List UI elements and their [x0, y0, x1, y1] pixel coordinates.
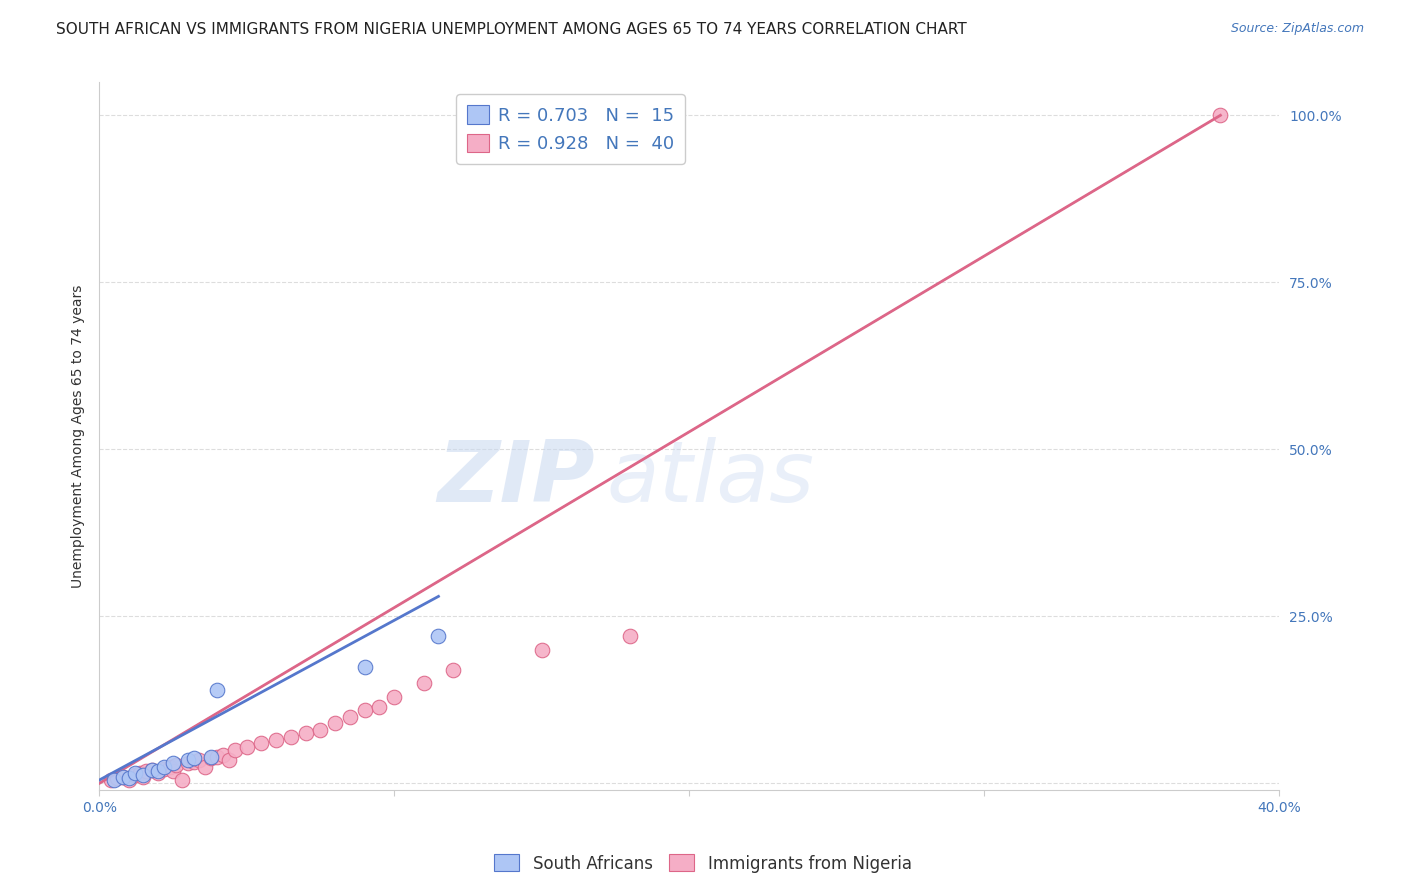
Point	[205, 682, 228, 697]
Point	[200, 749, 222, 764]
Point	[111, 770, 134, 784]
Text: atlas: atlas	[606, 437, 814, 520]
Legend: R = 0.703   N =  15, R = 0.928   N =  40: R = 0.703 N = 15, R = 0.928 N = 40	[457, 95, 685, 164]
Point	[117, 771, 139, 785]
Point	[353, 659, 375, 673]
Point	[530, 643, 553, 657]
Point	[427, 630, 450, 644]
Point	[188, 753, 211, 767]
Point	[141, 763, 163, 777]
Point	[224, 743, 246, 757]
Point	[368, 699, 391, 714]
Point	[294, 726, 316, 740]
Point	[124, 768, 146, 782]
Point	[159, 760, 181, 774]
Point	[165, 757, 187, 772]
Point	[176, 753, 198, 767]
Point	[132, 768, 155, 782]
Point	[339, 709, 361, 723]
Y-axis label: Unemployment Among Ages 65 to 74 years: Unemployment Among Ages 65 to 74 years	[72, 285, 86, 588]
Point	[153, 762, 176, 776]
Point	[309, 723, 332, 737]
Point	[111, 770, 134, 784]
Point	[141, 763, 163, 777]
Point	[153, 760, 176, 774]
Point	[183, 751, 205, 765]
Point	[176, 756, 198, 771]
Point	[146, 764, 169, 779]
Point	[103, 773, 125, 788]
Point	[250, 736, 273, 750]
Point	[200, 751, 222, 765]
Point	[264, 733, 287, 747]
Point	[170, 773, 193, 788]
Point	[162, 756, 184, 771]
Point	[235, 739, 257, 754]
Point	[132, 770, 155, 784]
Point	[129, 766, 152, 780]
Point	[146, 766, 169, 780]
Point	[205, 749, 228, 764]
Point	[353, 703, 375, 717]
Text: SOUTH AFRICAN VS IMMIGRANTS FROM NIGERIA UNEMPLOYMENT AMONG AGES 65 TO 74 YEARS : SOUTH AFRICAN VS IMMIGRANTS FROM NIGERIA…	[56, 22, 967, 37]
Point	[441, 663, 464, 677]
Point	[619, 630, 641, 644]
Point	[100, 773, 122, 788]
Point	[218, 753, 240, 767]
Legend: South Africans, Immigrants from Nigeria: South Africans, Immigrants from Nigeria	[488, 847, 918, 880]
Point	[162, 764, 184, 779]
Text: ZIP: ZIP	[437, 437, 595, 520]
Point	[212, 748, 235, 763]
Point	[412, 676, 434, 690]
Point	[124, 766, 146, 780]
Point	[135, 764, 157, 779]
Point	[323, 716, 346, 731]
Point	[183, 755, 205, 769]
Point	[1209, 108, 1232, 122]
Point	[105, 771, 128, 785]
Point	[382, 690, 405, 704]
Point	[194, 760, 217, 774]
Text: Source: ZipAtlas.com: Source: ZipAtlas.com	[1230, 22, 1364, 36]
Point	[117, 773, 139, 788]
Point	[280, 730, 302, 744]
